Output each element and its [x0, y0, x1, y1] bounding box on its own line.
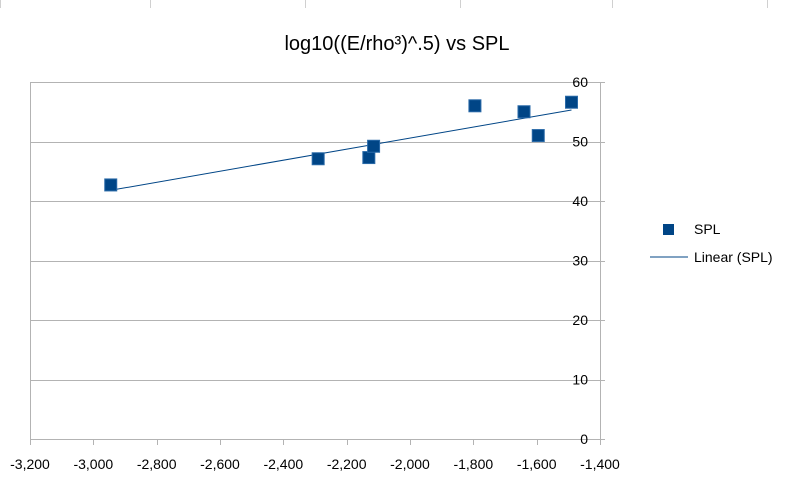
trendline-layer	[110, 109, 572, 191]
legend-item-linear-spl: Linear (SPL)	[650, 249, 773, 265]
chart-title: log10((E/rho³)^.5) vs SPL	[284, 33, 509, 55]
gridlines	[30, 82, 600, 381]
x-tick-label: -1,400	[580, 456, 620, 472]
y-tick-label: 10	[572, 372, 588, 388]
x-tick-label: -2,600	[200, 456, 240, 472]
legend-label-linear-spl: Linear (SPL)	[694, 249, 773, 265]
x-tick-label: -1,800	[453, 456, 493, 472]
data-point-spl	[311, 152, 325, 166]
axes	[30, 82, 605, 445]
x-tick-label: -3,000	[73, 456, 113, 472]
x-tick-labels: -3,200 -3,000 -2,800 -2,600 -2,400 -2,200 -2,0…	[10, 456, 620, 472]
x-tick-label: -2,800	[137, 456, 177, 472]
y-tick-label: 60	[572, 74, 588, 90]
data-point-spl	[565, 95, 578, 109]
data-point-spl	[362, 151, 376, 165]
plot-area	[30, 82, 600, 439]
y-tick-label: 0	[580, 431, 588, 447]
x-tick-label: -2,200	[327, 456, 367, 472]
data-point-spl	[468, 99, 482, 113]
y-tick-label: 30	[572, 253, 588, 269]
data-point-spl	[367, 139, 381, 153]
y-tick-labels: 0 10 20 30 40 50 60	[572, 74, 588, 447]
top-edge-ticks	[0, 0, 768, 8]
y-tick-label: 50	[572, 134, 588, 150]
points-layer	[104, 95, 578, 192]
plot-background	[30, 82, 600, 439]
x-tick-label: -2,400	[263, 456, 303, 472]
x-tick-label: -1,600	[517, 456, 557, 472]
x-tick-label: -3,200	[10, 456, 50, 472]
trendline-linear-spl	[110, 109, 572, 191]
data-point-spl	[517, 105, 531, 119]
data-point-spl	[104, 178, 118, 192]
legend: SPL Linear (SPL)	[650, 221, 773, 265]
y-tick-label: 20	[572, 312, 588, 328]
legend-label-spl: SPL	[694, 221, 721, 237]
data-point-spl	[531, 129, 545, 143]
legend-item-spl: SPL	[663, 221, 721, 237]
y-tick-label: 40	[572, 193, 588, 209]
x-tick-label: -2,000	[390, 456, 430, 472]
legend-marker-square-icon	[663, 224, 674, 235]
